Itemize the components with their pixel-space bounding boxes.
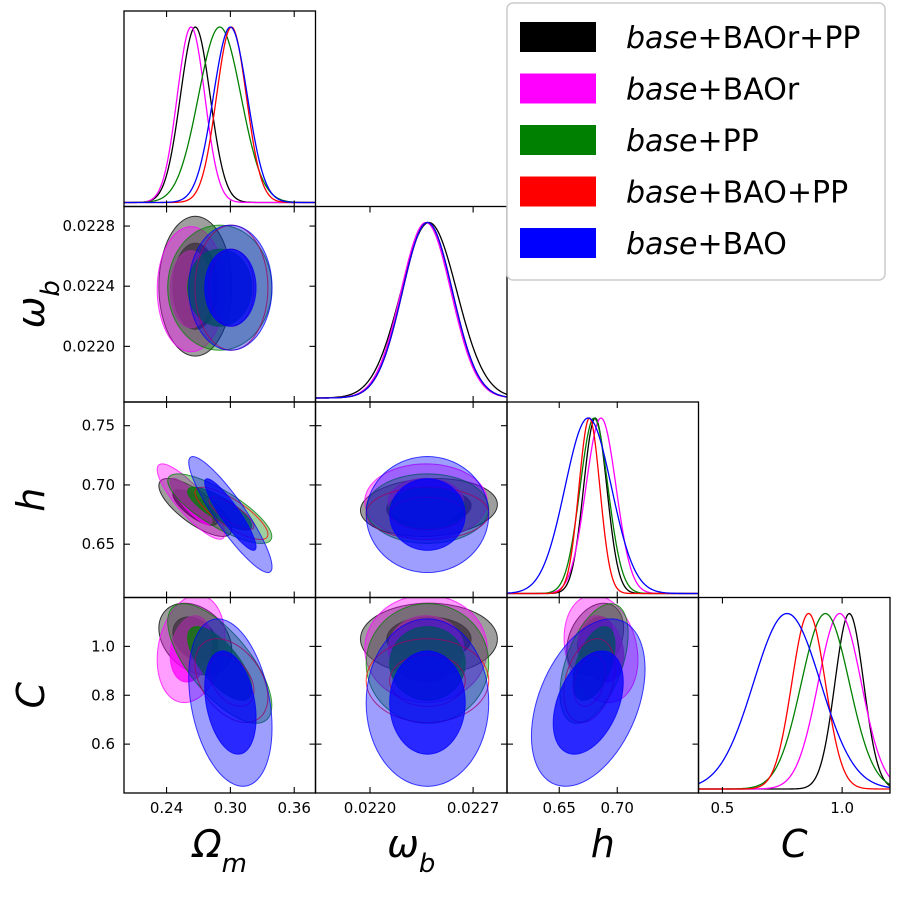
ytick-label-C: 0.8 [91,686,115,704]
contour-68-BAO [204,248,257,327]
panel-Om-C [156,597,273,787]
marginal-Om-BAOr [124,26,316,204]
legend-swatch-BAOr [520,73,596,104]
contour-68-BAO [204,478,257,551]
marginal-h-BAOr [507,417,699,595]
legend-swatch-BAO [520,228,596,258]
panel-ob-C [359,597,498,787]
frame-Om-Om [123,10,317,208]
ytick-label-C: 0.6 [91,735,115,753]
marginal-ob-BAO [315,221,507,399]
contour-68-BAO [389,478,466,551]
marginal-C [698,612,890,790]
frame-ob-ob [314,205,508,403]
marginal-C-PP [698,612,890,790]
contour-68-BAO [204,650,257,755]
xaxis-label-ob: ωb [387,822,435,879]
marginal-C-BAO [698,612,890,789]
ytick-label-ob: 0.0228 [63,217,116,235]
legend-swatch-BAO+PP [520,176,596,207]
marginal-C-BAO+PP [698,612,890,790]
ytick-label-C: 1.0 [91,637,115,655]
marginal-h [507,417,699,595]
legend-label-BAOr: base+BAOr [626,73,800,108]
ytick-label-h: 0.75 [82,417,115,435]
xtick-label-h: 0.65 [543,799,576,817]
legend-box [506,2,886,281]
marginal-Om-PP [124,26,316,204]
ytick-label-h: 0.65 [82,535,115,553]
contour-68-BAO [552,650,624,755]
marginal-Om-BAO [124,26,316,204]
marginal-h-BAO [507,417,699,595]
marginal-h-PP [507,417,699,595]
panel-ob-h [359,456,498,574]
marginal-ob-BAOr [315,221,507,399]
xaxis-label-Om: Ωm [191,822,247,879]
legend-swatch-BAOr+PP [520,22,596,52]
legend-label-BAO: base+BAO [626,227,787,262]
xaxis-label-h: h [591,822,615,866]
ytick-label-ob: 0.0220 [63,337,116,355]
xtick-label-C: 0.5 [711,799,735,817]
marginal-Om-BAO+PP [124,26,316,204]
panel-Om-ob [156,215,273,357]
xtick-label-ob: 0.0227 [447,799,500,817]
xtick-label-h: 0.70 [601,799,634,817]
yaxis-label-ob: ωb [9,280,66,328]
marginal-C-BAOr+PP [698,612,890,790]
xtick-label-ob: 0.0220 [344,799,397,817]
legend-label-PP: base+PP [626,124,759,159]
yaxis-label-C: C [9,682,53,709]
contour-95-BAO+PP [194,224,269,351]
panel-Om-h [156,456,273,574]
marginal-Om-BAOr+PP [124,26,316,204]
legend-label-BAO+PP: base+BAO+PP [626,176,848,211]
xtick-label-Om: 0.36 [278,799,311,817]
yaxis-label-h: h [9,488,53,512]
legend-label-BAOr+PP: base+BAOr+PP [626,21,861,56]
marginal-h-BAOr+PP [507,417,699,595]
contour-68-BAO [389,650,466,755]
marginal-Om [124,26,316,204]
ytick-label-ob: 0.0224 [63,277,116,295]
ytick-label-h: 0.70 [82,476,115,494]
xaxis-label-C: C [781,822,808,866]
frame-h-h [506,401,700,599]
xtick-label-Om: 0.30 [214,799,247,817]
legend-swatch-PP [520,125,596,155]
xtick-label-Om: 0.24 [150,799,183,817]
marginal-ob [315,221,507,399]
marginal-C-BAOr [698,612,890,790]
frame-C-C [697,596,891,794]
marginal-h-BAO+PP [507,417,699,595]
panel-h-C [530,597,646,787]
xtick-label-C: 1.0 [830,799,854,817]
